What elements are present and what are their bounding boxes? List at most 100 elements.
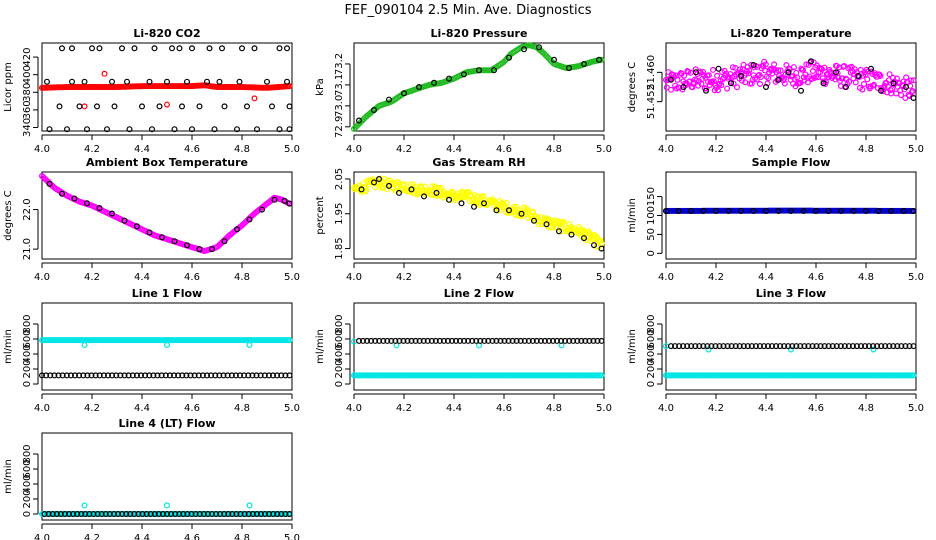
y-tick-label: 400: [334, 344, 345, 363]
x-tick-label: 4.2: [84, 144, 100, 155]
data-point: [709, 66, 716, 73]
data-point: [282, 372, 289, 379]
data-point: [433, 189, 440, 196]
data-point: [752, 343, 759, 350]
data-point: [121, 217, 128, 224]
data-point: [667, 343, 674, 350]
data-point: [590, 242, 597, 249]
x-tick-label: 4.2: [84, 403, 100, 414]
data-point: [704, 343, 711, 350]
x-tick-label: 4.0: [346, 272, 362, 283]
y-tick-label: 420: [22, 48, 33, 67]
data-point: [358, 186, 365, 193]
y-tick-label: 400: [22, 344, 33, 363]
data-point: [245, 511, 252, 518]
panel-title: Line 3 Flow: [756, 287, 826, 300]
panel-li-820-temperature: Li-820 Temperature 4.0 4.2 4.4 4.6 4.8 5.0 51.4…: [627, 27, 924, 155]
data-point: [58, 190, 65, 197]
data-point: [184, 78, 191, 85]
data-point: [829, 343, 836, 350]
data-point: [221, 238, 228, 245]
data-point: [797, 87, 804, 94]
x-tick-label: 4.0: [34, 403, 50, 414]
data-point: [224, 372, 231, 379]
data-point: [386, 96, 393, 103]
series-raw: [667, 343, 917, 350]
data-point: [175, 372, 182, 379]
data-point: [70, 511, 77, 518]
data-point: [51, 372, 58, 379]
x-tick-label: 4.8: [858, 272, 874, 283]
data-point: [236, 78, 243, 85]
data-point: [284, 45, 291, 52]
data-point: [521, 337, 528, 344]
data-point: [687, 208, 694, 215]
y-tick-label: 400: [22, 65, 33, 84]
x-tick-label: 4.0: [658, 144, 674, 155]
data-point: [775, 208, 782, 215]
y-axis-label: ml/min: [627, 198, 638, 233]
data-point: [253, 511, 260, 518]
panel-title: Li-820 Pressure: [431, 27, 528, 40]
data-point: [131, 45, 138, 52]
data-point: [910, 343, 917, 350]
y-tick-label: 380: [22, 83, 33, 102]
data-point: [146, 372, 153, 379]
x-tick-label: 4.6: [808, 272, 824, 283]
series-raw: [358, 176, 605, 252]
data-point: [371, 179, 378, 186]
y-axis-label: kPa: [315, 78, 326, 96]
data-point: [756, 80, 763, 87]
data-point: [744, 343, 751, 350]
data-point: [225, 511, 232, 518]
data-point: [481, 337, 488, 344]
data-point: [598, 337, 605, 344]
data-point: [135, 511, 142, 518]
data-point: [376, 337, 383, 344]
data-point: [184, 242, 191, 249]
data-point: [907, 77, 914, 84]
x-tick-label: 4.6: [496, 272, 512, 283]
y-axis-label: Licor ppm: [3, 62, 14, 112]
data-point: [801, 343, 808, 350]
data-point: [535, 44, 542, 51]
data-point: [94, 511, 101, 518]
y-axis-label: ml/min: [627, 329, 638, 364]
data-point: [81, 103, 88, 110]
data-point: [219, 45, 226, 52]
x-tick-label: 4.0: [346, 144, 362, 155]
data-point: [428, 337, 435, 344]
plot-frame: [41, 171, 293, 260]
data-point: [220, 372, 227, 379]
data-point: [700, 343, 707, 350]
data-point: [179, 372, 186, 379]
data-point: [497, 337, 504, 344]
plot-frame: [353, 42, 605, 132]
data-point: [276, 126, 283, 133]
data-point: [74, 511, 81, 518]
data-point: [750, 208, 757, 215]
data-point: [204, 511, 211, 518]
x-tick-label: 4.6: [184, 403, 200, 414]
data-point: [684, 343, 691, 350]
data-point: [775, 76, 782, 83]
plot-frame: [41, 302, 293, 391]
data-point: [217, 511, 224, 518]
x-tick-label: 4.6: [184, 533, 200, 540]
data-point: [518, 210, 525, 217]
data-point: [93, 103, 100, 110]
data-point: [65, 511, 72, 518]
data-point: [61, 511, 68, 518]
data-point: [598, 372, 605, 379]
data-point: [724, 343, 731, 350]
data-point: [805, 343, 812, 350]
x-tick-label: 4.4: [758, 272, 774, 283]
x-tick-label: 4.8: [234, 272, 250, 283]
data-point: [887, 208, 894, 215]
plot-frame: [665, 42, 917, 132]
data-point: [832, 69, 839, 76]
x-tick-label: 5.0: [596, 272, 612, 283]
data-point: [671, 343, 678, 350]
y-tick-label: 0: [646, 381, 657, 387]
data-point: [502, 203, 509, 210]
